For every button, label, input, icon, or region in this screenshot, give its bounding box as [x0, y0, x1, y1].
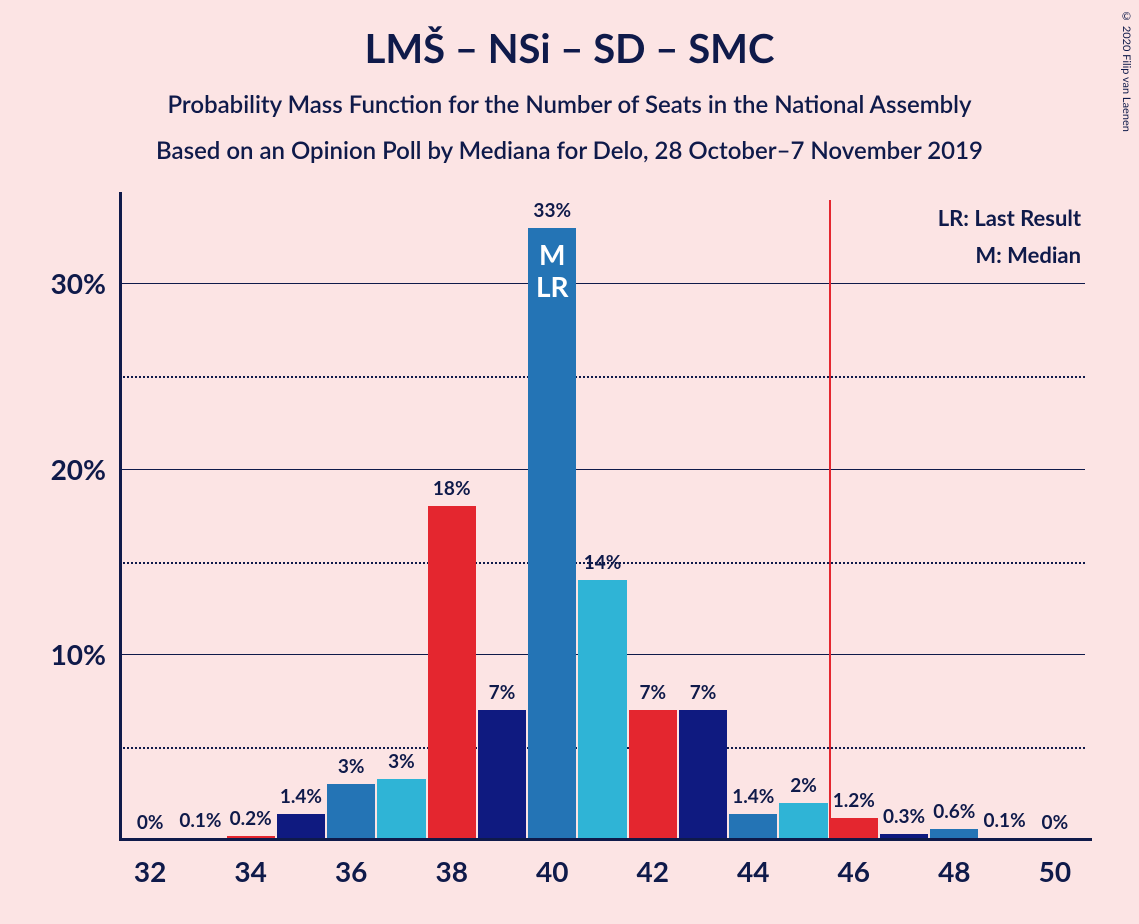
- bar: 1.4%: [277, 814, 325, 840]
- bar: 3%: [377, 779, 425, 840]
- bar: 7%: [629, 710, 677, 840]
- x-tick-label: 48: [938, 840, 970, 888]
- legend: LR: Last Result M: Median: [938, 204, 1081, 278]
- bar-value-label: 0.2%: [230, 807, 272, 836]
- bar-value-label: 2%: [790, 774, 817, 803]
- bar-value-label: 7%: [489, 681, 516, 710]
- bar: 7%: [478, 710, 526, 840]
- bar-value-label: 0%: [1042, 811, 1069, 840]
- bar-value-label: 14%: [584, 551, 622, 580]
- plot-area: 10%20%30%0%0.1%0.2%1.4%3%3%18%7%33%MLR14…: [120, 200, 1085, 840]
- bar: 14%: [578, 580, 626, 840]
- bar-value-label: 33%: [533, 199, 571, 228]
- bar-value-label: 0.6%: [933, 800, 975, 829]
- x-tick-label: 34: [234, 840, 266, 888]
- y-tick-label: 20%: [51, 452, 120, 486]
- median-marker: MLR: [536, 238, 569, 302]
- y-tick-label: 10%: [51, 637, 120, 671]
- x-tick-label: 40: [536, 840, 568, 888]
- grid-line-minor: [120, 376, 1085, 378]
- copyright-text: © 2020 Filip van Laenen: [1120, 10, 1133, 132]
- legend-entry-m: M: Median: [938, 241, 1081, 268]
- x-tick-label: 44: [737, 840, 769, 888]
- x-tick-label: 38: [435, 840, 467, 888]
- bar: 3%: [327, 784, 375, 840]
- bar-value-label: 1.2%: [833, 789, 875, 818]
- x-tick-label: 32: [134, 840, 166, 888]
- x-tick-label: 46: [838, 840, 870, 888]
- bar-value-label: 18%: [433, 477, 471, 506]
- bar: 7%: [679, 710, 727, 840]
- bar-value-label: 0.1%: [984, 809, 1026, 838]
- y-axis: [119, 192, 122, 840]
- chart-subtitle-1: Probability Mass Function for the Number…: [0, 90, 1139, 119]
- grid-line: [120, 283, 1085, 284]
- bar-value-label: 3%: [338, 755, 365, 784]
- chart-title: LMŠ – NSi – SD – SMC: [0, 24, 1139, 72]
- bar-value-label: 7%: [690, 681, 717, 710]
- chart-subtitle-2: Based on an Opinion Poll by Mediana for …: [0, 136, 1139, 165]
- chart-container: LMŠ – NSi – SD – SMC Probability Mass Fu…: [0, 0, 1139, 924]
- grid-line: [120, 469, 1085, 470]
- y-tick-label: 30%: [51, 266, 120, 300]
- bar-value-label: 1.4%: [280, 785, 322, 814]
- bar: 1.2%: [830, 818, 878, 840]
- bar-value-label: 1.4%: [732, 785, 774, 814]
- bar-value-label: 7%: [639, 681, 666, 710]
- bar: 18%: [428, 506, 476, 840]
- bar: 33%MLR: [528, 228, 576, 840]
- bar-value-label: 0%: [137, 811, 164, 840]
- x-axis: [119, 838, 1092, 841]
- x-tick-label: 36: [335, 840, 367, 888]
- bar-value-label: 3%: [388, 750, 415, 779]
- bar: 1.4%: [729, 814, 777, 840]
- majority-line: [829, 200, 831, 840]
- bar-value-label: 0.1%: [179, 809, 221, 838]
- bar-value-label: 0.3%: [883, 805, 925, 834]
- bar: 2%: [779, 803, 827, 840]
- x-tick-label: 50: [1039, 840, 1071, 888]
- legend-entry-lr: LR: Last Result: [938, 204, 1081, 231]
- x-tick-label: 42: [637, 840, 669, 888]
